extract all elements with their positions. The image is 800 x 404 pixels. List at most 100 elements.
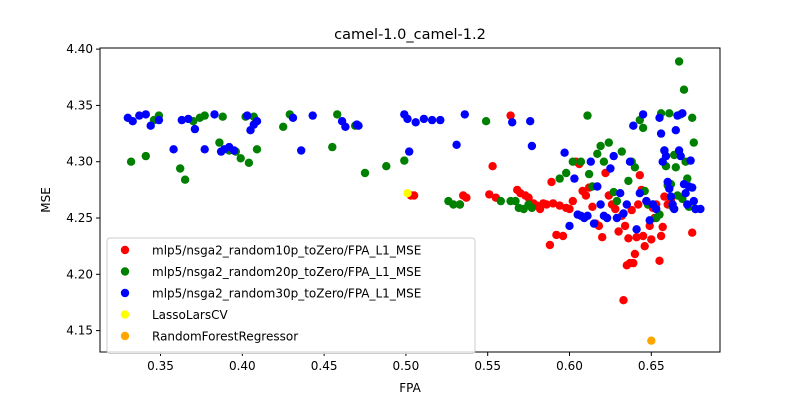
- data-point: [581, 191, 591, 200]
- x-tick-label: 0.45: [311, 359, 338, 373]
- data-point: [568, 196, 577, 206]
- legend-marker: [120, 267, 130, 276]
- series-2: [123, 109, 705, 234]
- data-point: [686, 156, 695, 165]
- data-point: [629, 258, 638, 268]
- data-point: [200, 145, 209, 154]
- data-point: [609, 187, 618, 197]
- data-point: [689, 196, 698, 206]
- x-tick-label: 0.40: [229, 359, 256, 373]
- data-point: [619, 209, 628, 218]
- data-point: [624, 234, 633, 243]
- data-point: [671, 163, 680, 172]
- data-point: [548, 199, 558, 208]
- y-tick-label: 4.15: [66, 324, 93, 338]
- data-point: [678, 109, 687, 118]
- x-tick-label: 0.55: [474, 359, 501, 373]
- data-point: [612, 196, 622, 206]
- data-point: [485, 190, 494, 199]
- y-axis-label: MSE: [39, 187, 53, 213]
- data-point: [671, 126, 680, 135]
- data-point: [598, 233, 607, 242]
- data-point: [629, 121, 638, 130]
- series-4: [647, 336, 656, 345]
- legend-box: [106, 237, 476, 354]
- legend-label: mlp5/nsga2_random10p_toZero/FPA_L1_MSE: [152, 244, 421, 258]
- data-point: [647, 235, 656, 244]
- data-point: [612, 213, 622, 223]
- data-point: [403, 189, 412, 198]
- data-point: [689, 138, 698, 147]
- data-point: [555, 174, 564, 183]
- data-point: [141, 110, 150, 119]
- data-point: [328, 142, 337, 152]
- data-point: [619, 296, 628, 305]
- data-point: [135, 111, 144, 120]
- data-point: [596, 200, 605, 209]
- data-point: [236, 154, 245, 163]
- data-point: [403, 114, 412, 124]
- data-point: [252, 145, 262, 154]
- legend-label: mlp5/nsga2_random30p_toZero/FPA_L1_MSE: [152, 287, 421, 301]
- data-point: [400, 156, 409, 165]
- points-layer: [123, 57, 705, 345]
- data-point: [462, 193, 471, 202]
- data-point: [593, 182, 602, 191]
- data-point: [496, 196, 505, 206]
- data-point: [141, 151, 150, 161]
- data-point: [655, 256, 664, 265]
- data-point: [617, 147, 626, 156]
- data-point: [627, 205, 636, 215]
- data-point: [244, 158, 254, 167]
- data-point: [547, 177, 556, 187]
- x-tick-label: 0.35: [147, 359, 174, 373]
- data-point: [405, 147, 414, 156]
- data-point: [210, 110, 219, 119]
- data-point: [190, 124, 200, 134]
- data-point: [602, 213, 612, 223]
- data-point: [176, 164, 185, 173]
- data-point: [642, 196, 651, 206]
- data-point: [674, 57, 684, 66]
- data-point: [635, 189, 644, 198]
- data-point: [555, 201, 564, 210]
- data-point: [527, 141, 537, 151]
- data-point: [452, 140, 461, 149]
- data-point: [542, 200, 551, 209]
- data-point: [576, 157, 586, 166]
- data-point: [588, 202, 597, 211]
- data-point: [679, 85, 689, 94]
- data-point: [622, 200, 631, 209]
- data-point: [154, 115, 164, 125]
- data-point: [688, 228, 697, 237]
- data-point: [620, 221, 630, 231]
- data-point: [593, 149, 602, 158]
- data-point: [638, 123, 648, 133]
- data-point: [676, 151, 685, 161]
- data-point: [616, 189, 625, 198]
- data-point: [169, 145, 178, 154]
- x-tick-label: 0.65: [638, 359, 665, 373]
- data-point: [570, 174, 579, 183]
- data-point: [481, 117, 491, 126]
- data-point: [508, 118, 517, 127]
- data-point: [624, 176, 633, 186]
- y-tick-label: 4.25: [66, 211, 93, 225]
- data-point: [599, 157, 609, 166]
- legend-label: mlp5/nsga2_random20p_toZero/FPA_L1_MSE: [152, 265, 421, 279]
- data-point: [688, 113, 697, 123]
- data-point: [565, 221, 574, 231]
- y-tick-label: 4.40: [66, 42, 93, 56]
- legend-marker: [120, 310, 130, 319]
- data-point: [606, 164, 615, 173]
- data-point: [562, 168, 571, 178]
- data-point: [614, 227, 623, 236]
- data-point: [656, 129, 666, 138]
- data-point: [638, 231, 648, 241]
- data-point: [630, 163, 640, 172]
- data-point: [288, 113, 298, 123]
- data-point: [681, 189, 690, 198]
- data-point: [696, 204, 705, 214]
- data-point: [647, 336, 656, 345]
